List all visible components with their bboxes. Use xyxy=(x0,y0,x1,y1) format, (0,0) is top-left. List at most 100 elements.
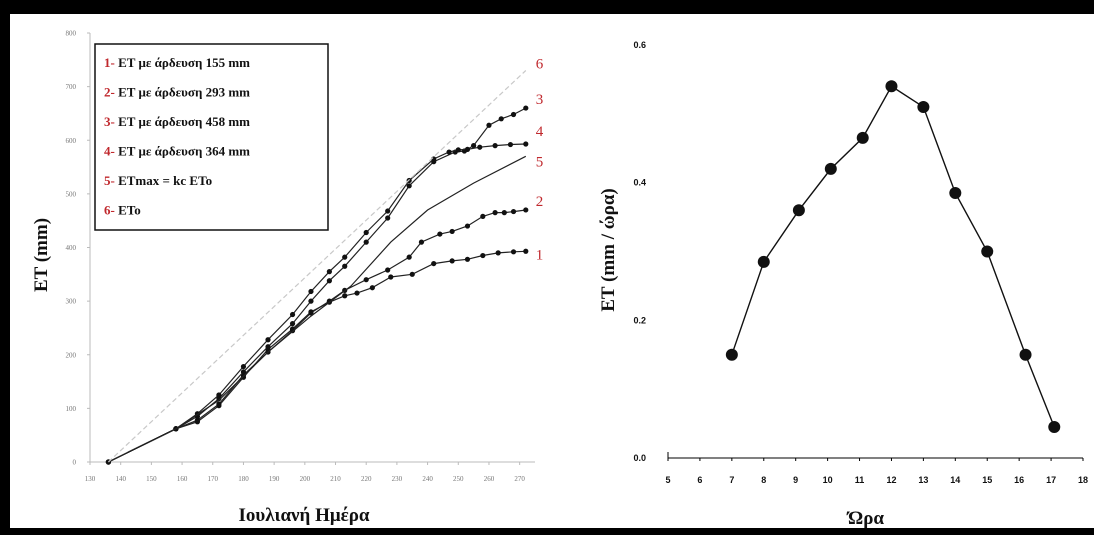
legend-item: 1- ET με άρδευση 155 mm xyxy=(104,55,250,70)
right-x-tick-label: 6 xyxy=(697,475,702,485)
left-x-tick-label: 250 xyxy=(453,475,464,483)
series-4-point xyxy=(290,312,295,317)
legend-item: 3- ET με άρδευση 458 mm xyxy=(104,114,250,129)
series-1-line xyxy=(108,251,525,462)
left-y-axis-title: ET (mm) xyxy=(31,218,52,292)
left-y-tick-label: 400 xyxy=(66,244,77,252)
series-4-point xyxy=(456,147,461,152)
series-2-point xyxy=(450,229,455,234)
series-4-point xyxy=(385,208,390,213)
left-x-tick-label: 230 xyxy=(392,475,403,483)
hourly-et-point xyxy=(726,349,738,361)
series-1-point xyxy=(496,250,501,255)
legend-item-number: 4- xyxy=(104,144,118,159)
series-3-point xyxy=(327,278,332,283)
left-y-tick-label: 100 xyxy=(66,405,77,413)
series-2-point xyxy=(216,401,221,406)
left-x-tick-label: 240 xyxy=(422,475,433,483)
series-1-point xyxy=(450,258,455,263)
right-x-tick-label: 13 xyxy=(918,475,928,485)
hourly-et-point xyxy=(1048,421,1060,433)
left-x-tick-label: 130 xyxy=(85,475,96,483)
right-y-tick-label: 0.2 xyxy=(633,315,646,325)
series-2-point xyxy=(385,267,390,272)
left-x-tick-label: 200 xyxy=(300,475,311,483)
series-2-point xyxy=(437,231,442,236)
left-x-tick-label: 180 xyxy=(238,475,249,483)
series-2-point xyxy=(480,214,485,219)
hourly-et-point xyxy=(825,163,837,175)
series-2-point xyxy=(465,223,470,228)
series-3-point xyxy=(499,116,504,121)
series-1-point xyxy=(523,249,528,254)
series-3-point xyxy=(486,123,491,128)
series-3-point xyxy=(290,321,295,326)
left-x-tick-label: 260 xyxy=(484,475,495,483)
right-x-tick-label: 12 xyxy=(886,475,896,485)
legend-item-text: ET με άρδευση 364 mm xyxy=(118,144,250,159)
right-y-tick-label: 0.0 xyxy=(633,453,646,463)
series-3-point xyxy=(342,264,347,269)
right-x-tick-label: 9 xyxy=(793,475,798,485)
right-x-tick-label: 16 xyxy=(1014,475,1024,485)
right-x-axis-title: Ώρα xyxy=(846,508,884,529)
series-3-point xyxy=(511,112,516,117)
hourly-et-point xyxy=(981,246,993,258)
right-y-axis-title: ET (mm / ώρα) xyxy=(598,188,619,312)
series-end-label: 5 xyxy=(536,154,544,170)
series-1-point xyxy=(388,274,393,279)
hourly-et-point xyxy=(793,204,805,216)
legend-item-number: 1- xyxy=(104,55,118,70)
series-2-point xyxy=(419,240,424,245)
series-4-point xyxy=(465,147,470,152)
legend-item-text: ET με άρδευση 458 mm xyxy=(118,114,250,129)
hourly-et-line xyxy=(732,86,1055,427)
left-y-tick-label: 600 xyxy=(66,137,77,145)
series-3-point xyxy=(364,240,369,245)
right-chart: 0.0 0.2 0.4 0.6 5 6 7 8 9 10 11 12 13 14 15 16 17 18 ET … xyxy=(598,40,1088,529)
legend-item: 2- ET με άρδευση 293 mm xyxy=(104,85,250,100)
series-1-point xyxy=(480,253,485,258)
right-x-tick-label: 7 xyxy=(729,475,734,485)
legend-item: 5- ETmax = kc ETo xyxy=(104,173,212,188)
left-x-tick-label: 210 xyxy=(330,475,341,483)
legend-item-number: 6- xyxy=(104,203,118,218)
right-x-tick-label: 14 xyxy=(950,475,960,485)
hourly-et-point xyxy=(857,132,869,144)
series-1-point xyxy=(342,293,347,298)
hourly-et-point xyxy=(917,101,929,113)
series-end-label: 6 xyxy=(536,57,544,73)
legend-item-number: 5- xyxy=(104,173,118,188)
series-3-point xyxy=(385,215,390,220)
series-1-point xyxy=(431,261,436,266)
series-4-point xyxy=(241,364,246,369)
series-end-label: 3 xyxy=(536,92,544,108)
series-4-point xyxy=(446,149,451,154)
series-4-point xyxy=(364,230,369,235)
series-end-label: 4 xyxy=(536,124,544,140)
left-x-axis-title: Ιουλιανή Ημέρα xyxy=(238,505,369,526)
legend-item-number: 3- xyxy=(104,114,118,129)
left-y-tick-label: 0 xyxy=(73,459,77,467)
left-x-tick-label: 140 xyxy=(115,475,126,483)
series-1-point xyxy=(465,257,470,262)
series-4-point xyxy=(477,145,482,150)
series-2-point xyxy=(493,210,498,215)
right-y-tick-label: 0.6 xyxy=(633,40,646,50)
left-y-tick-label: 800 xyxy=(66,30,77,38)
left-x-tick-label: 170 xyxy=(208,475,219,483)
series-3-point xyxy=(523,105,528,110)
left-x-tick-label: 190 xyxy=(269,475,280,483)
legend-item-text: ET με άρδευση 293 mm xyxy=(118,85,250,100)
legend-item-text: ETo xyxy=(118,203,141,218)
right-x-tick-label: 8 xyxy=(761,475,766,485)
series-4-point xyxy=(216,392,221,397)
hourly-et-point xyxy=(1020,349,1032,361)
series-end-label: 2 xyxy=(536,194,544,210)
legend-item-text: ETmax = kc ETo xyxy=(118,173,212,188)
series-4-point xyxy=(508,142,513,147)
left-x-tick-label: 160 xyxy=(177,475,188,483)
right-y-tick-label: 0.4 xyxy=(633,178,646,188)
